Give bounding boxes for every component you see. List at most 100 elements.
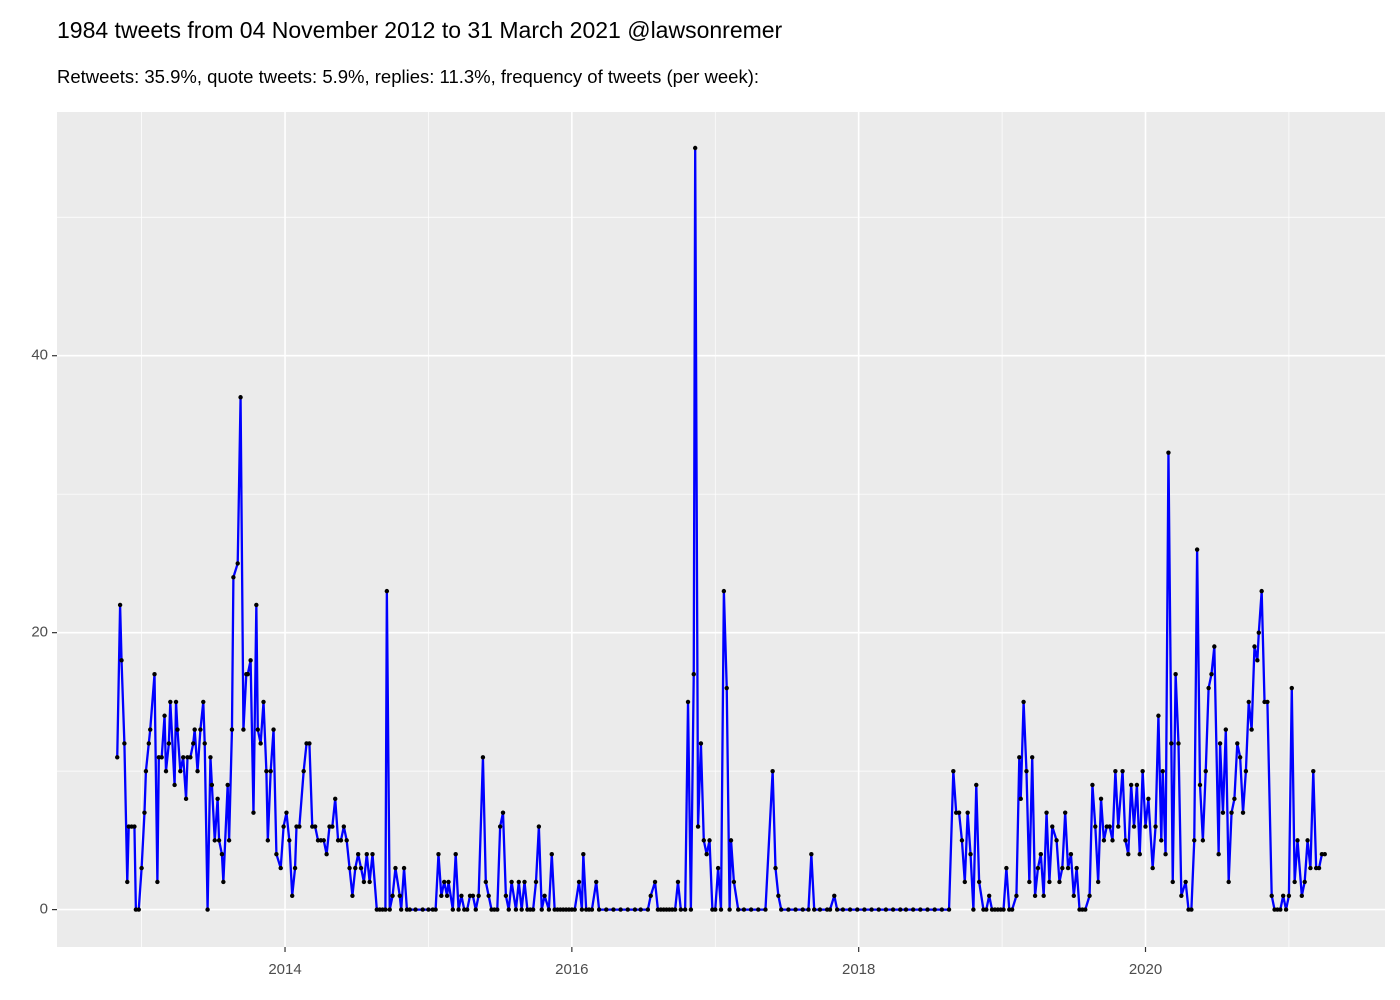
data-point <box>195 768 200 774</box>
data-point <box>495 907 500 912</box>
data-point <box>1173 672 1178 677</box>
data-point <box>549 852 554 857</box>
data-point <box>509 879 514 885</box>
data-point <box>533 879 539 885</box>
data-point <box>344 838 349 843</box>
data-point <box>1217 741 1223 746</box>
data-point <box>393 865 398 871</box>
data-point <box>1308 865 1313 871</box>
data-point <box>1107 824 1112 829</box>
data-point <box>692 145 698 151</box>
data-point <box>1220 810 1226 815</box>
data-point <box>178 768 183 774</box>
data-point <box>1038 852 1044 857</box>
data-point <box>968 852 973 857</box>
data-point <box>473 907 478 912</box>
data-point <box>1018 796 1023 802</box>
data-point <box>446 879 451 885</box>
data-point <box>470 893 476 898</box>
data-point <box>301 768 306 774</box>
data-point <box>307 741 312 746</box>
data-point <box>1116 824 1121 829</box>
data-point <box>201 699 206 705</box>
data-point <box>1123 838 1128 843</box>
data-point <box>572 907 577 912</box>
data-point <box>1209 672 1214 677</box>
data-point <box>876 907 881 912</box>
data-point <box>594 879 599 885</box>
data-point <box>1156 713 1161 718</box>
data-point <box>1299 893 1305 898</box>
data-point <box>480 755 486 760</box>
data-point <box>297 824 302 829</box>
data-point <box>264 768 269 774</box>
data-point <box>618 907 623 912</box>
data-point <box>486 893 491 898</box>
data-point <box>688 907 694 912</box>
data-point <box>809 852 814 857</box>
data-point <box>793 907 798 912</box>
data-point <box>832 893 837 898</box>
data-point <box>1226 879 1231 885</box>
chart-title: 1984 tweets from 04 November 2012 to 31 … <box>57 17 783 43</box>
data-point <box>215 796 220 802</box>
data-point <box>1071 893 1076 898</box>
data-point <box>786 907 791 912</box>
data-point <box>546 907 552 912</box>
data-point <box>444 893 450 898</box>
data-point <box>413 907 418 912</box>
data-point <box>229 727 235 732</box>
data-point <box>898 907 903 912</box>
data-point <box>255 727 260 732</box>
data-point <box>682 907 688 912</box>
data-point <box>625 907 630 912</box>
data-point <box>350 893 355 898</box>
data-point <box>483 879 489 885</box>
data-point <box>1255 658 1260 663</box>
data-point <box>1150 865 1155 871</box>
data-point <box>1316 865 1322 871</box>
data-point <box>903 907 909 912</box>
data-point <box>648 893 653 898</box>
data-point <box>721 588 727 594</box>
data-point <box>986 893 992 898</box>
data-point <box>530 907 536 912</box>
data-point <box>1068 852 1074 857</box>
data-point <box>918 907 923 912</box>
data-point <box>271 727 276 732</box>
data-point <box>1054 838 1059 843</box>
data-point <box>281 824 286 829</box>
data-point <box>645 907 651 912</box>
data-point <box>132 824 137 829</box>
data-point <box>1159 838 1164 843</box>
data-point <box>503 893 509 898</box>
data-point <box>1030 755 1035 760</box>
data-point <box>142 810 147 815</box>
data-point <box>274 852 279 857</box>
data-point <box>946 907 952 912</box>
data-point <box>1200 838 1206 843</box>
data-point <box>1166 450 1171 455</box>
data-point <box>1189 907 1194 912</box>
data-point <box>1240 810 1246 815</box>
data-point <box>117 602 123 608</box>
data-point <box>1035 865 1041 871</box>
data-point <box>183 796 189 802</box>
data-point <box>367 879 372 885</box>
data-point <box>398 907 404 912</box>
data-point <box>695 824 701 829</box>
data-point <box>439 893 444 898</box>
data-point <box>1087 893 1092 898</box>
data-point <box>718 907 724 912</box>
data-point <box>1126 852 1131 857</box>
data-point <box>155 879 160 885</box>
data-point <box>146 741 151 746</box>
data-point <box>1032 893 1038 898</box>
data-point <box>148 727 153 732</box>
data-point <box>1057 879 1062 885</box>
data-point <box>672 907 678 912</box>
data-point <box>855 907 860 912</box>
data-point <box>763 907 768 912</box>
